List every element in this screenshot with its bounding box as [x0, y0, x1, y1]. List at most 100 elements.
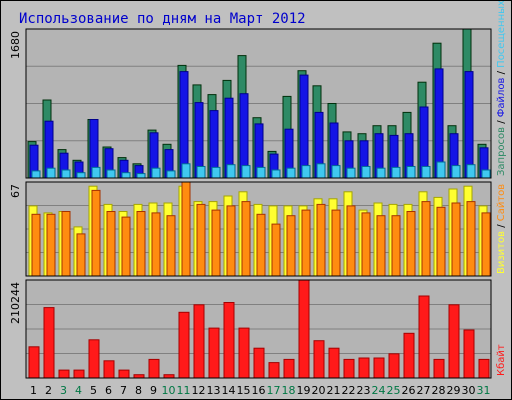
bar-hits-s2-d25	[391, 166, 401, 179]
bar-visits-s1-d2	[46, 213, 56, 277]
day-label: 12	[192, 384, 206, 397]
bar-kbytes-s0-d22	[343, 358, 355, 379]
bar-hits-s2-d9	[151, 167, 161, 179]
bar-visits-s1-d11	[181, 181, 191, 277]
legend-separator: /	[496, 221, 507, 231]
bar-visits-s1-d1	[31, 213, 41, 277]
bar-visits-s1-d12	[196, 203, 206, 277]
bar-hits-s2-d18	[286, 167, 296, 179]
bar-visits-s1-d16	[256, 213, 266, 277]
bar-visits-s1-d5	[91, 189, 101, 277]
bar-visits-s1-d10	[166, 215, 176, 277]
panel-hits: 1680 Запросов / Файлов / Посещенных стран…	[9, 1, 507, 179]
bar-kbytes-s0-d7	[118, 369, 130, 379]
legend-item: Кбайт	[496, 344, 507, 376]
chart-title: Использование по дням на Март 2012	[19, 11, 306, 27]
day-label: 13	[207, 384, 221, 397]
bar-visits-s1-d31	[481, 212, 491, 277]
bar-hits-s2-d2	[46, 167, 56, 179]
day-label: 7	[120, 384, 127, 397]
bar-visits-s1-d8	[136, 211, 146, 277]
bar-hits-s2-d29	[451, 165, 461, 179]
bar-visits-s1-d23	[361, 212, 371, 277]
day-label: 2	[45, 384, 52, 397]
bar-hits-s2-d7	[121, 172, 131, 179]
bar-kbytes-s0-d29	[448, 304, 460, 379]
bar-kbytes-s0-d19	[298, 279, 310, 379]
bar-hits-s2-d21	[331, 165, 341, 179]
legend-separator: /	[496, 117, 507, 127]
bar-kbytes-s0-d14	[223, 302, 235, 379]
bar-kbytes-s0-d26	[403, 332, 415, 379]
bar-kbytes-s0-d13	[208, 327, 220, 379]
bar-kbytes-s0-d4	[73, 369, 85, 379]
day-label: 14	[222, 384, 236, 397]
ymax-label: 210244	[9, 282, 22, 324]
day-label: 31	[477, 384, 491, 397]
day-label: 15	[237, 384, 251, 397]
ymax-label: 67	[9, 184, 22, 198]
bar-visits-s1-d15	[241, 201, 251, 277]
bar-visits-s1-d20	[316, 203, 326, 277]
day-label: 29	[447, 384, 461, 397]
legend-item: Запросов	[496, 127, 507, 176]
day-label: 5	[90, 384, 97, 397]
day-label: 4	[75, 384, 82, 397]
bar-kbytes-s0-d16	[253, 347, 265, 379]
bar-hits-s2-d6	[106, 169, 116, 179]
bar-kbytes-s0-d27	[418, 295, 430, 379]
bar-kbytes-s0-d25	[388, 353, 400, 379]
bar-visits-s1-d22	[346, 205, 356, 277]
ymax-label: 1680	[9, 31, 22, 59]
bar-hits-s2-d10	[166, 170, 176, 179]
bar-kbytes-s0-d28	[433, 358, 445, 379]
bar-visits-s1-d7	[121, 216, 131, 277]
bar-hits-s2-d13	[211, 166, 221, 179]
bar-hits-s2-d4	[76, 172, 86, 179]
bar-kbytes-s0-d17	[268, 362, 280, 379]
panel-legend: Кбайт	[496, 344, 507, 376]
bar-visits-s1-d13	[211, 209, 221, 277]
bar-kbytes-s0-d6	[103, 360, 115, 379]
bar-hits-s1-d30	[464, 71, 474, 179]
day-label: 8	[135, 384, 142, 397]
day-label: 19	[297, 384, 311, 397]
panel-legend: Запросов / Файлов / Посещенных страниц	[496, 1, 507, 176]
bar-visits-s1-d25	[391, 215, 401, 277]
bar-hits-s2-d15	[241, 165, 251, 179]
bar-visits-s1-d3	[61, 211, 71, 277]
day-label: 6	[105, 384, 112, 397]
bar-hits-s2-d20	[316, 163, 326, 179]
bar-hits-s1-d19	[299, 74, 309, 179]
day-label: 24	[372, 384, 386, 397]
bar-visits-s1-d26	[406, 211, 416, 277]
bar-hits-s2-d5	[91, 166, 101, 179]
day-label: 20	[312, 384, 326, 397]
bar-visits-s1-d24	[376, 215, 386, 277]
panel-visits: 67 Визитов / Сайтов	[9, 181, 507, 277]
bar-hits-s2-d16	[256, 166, 266, 179]
bar-kbytes-s0-d18	[283, 358, 295, 379]
day-label: 28	[432, 384, 446, 397]
bar-hits-s2-d1	[31, 170, 41, 179]
bar-visits-s1-d18	[286, 215, 296, 277]
bar-visits-s1-d14	[226, 205, 236, 277]
bar-kbytes-s0-d31	[478, 358, 490, 379]
bar-hits-s2-d11	[181, 163, 191, 179]
day-label: 26	[402, 384, 416, 397]
day-label: 10	[162, 384, 176, 397]
day-label: 16	[252, 384, 266, 397]
bar-kbytes-s0-d2	[43, 307, 55, 379]
bar-hits-s2-d14	[226, 164, 236, 179]
bar-hits-s2-d12	[196, 166, 206, 179]
bar-kbytes-s0-d12	[193, 304, 205, 379]
bar-hits-s1-d11	[179, 71, 189, 179]
bar-kbytes-s0-d30	[463, 329, 475, 379]
bar-visits-s1-d27	[421, 201, 431, 277]
bar-hits-s2-d31	[481, 169, 491, 179]
day-label: 11	[177, 384, 191, 397]
day-label: 1	[30, 384, 37, 397]
bar-kbytes-s0-d1	[28, 346, 40, 379]
